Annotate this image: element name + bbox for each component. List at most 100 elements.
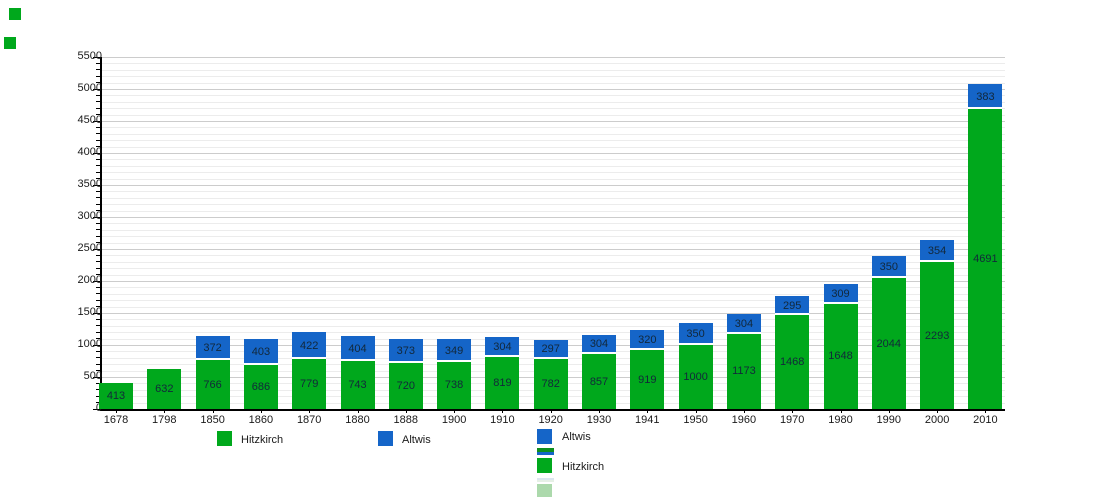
x-tick-label: 1678 — [103, 414, 129, 426]
y-axis-tick — [96, 222, 100, 224]
bar-value-label-altwis: 304 — [589, 338, 609, 351]
y-tick-label: 2500 — [77, 242, 102, 254]
gridline — [102, 159, 1005, 161]
legend-label-hitzkirch: Hitzkirch — [241, 434, 284, 446]
legend-swatch-hitzkirch-2 — [537, 458, 552, 473]
x-axis-tick — [405, 409, 407, 413]
gridline — [102, 261, 1005, 263]
bar-value-label-hitzkirch: 1000 — [683, 371, 708, 383]
bar-value-label-altwis: 304 — [493, 340, 512, 353]
bar-value-label-hitzkirch: 632 — [155, 382, 174, 395]
gridline — [102, 140, 1005, 142]
y-tick-label: 1000 — [77, 338, 102, 350]
gridline — [102, 185, 1005, 186]
x-tick-label: 1860 — [248, 414, 274, 426]
bar-value-label-hitzkirch: 2044 — [876, 337, 902, 350]
gridline — [102, 242, 1005, 244]
y-axis-tick — [93, 120, 100, 122]
x-tick-label: 2010 — [973, 414, 998, 426]
y-axis-tick — [96, 395, 100, 397]
gridline — [102, 133, 1005, 135]
y-axis-tick — [96, 318, 100, 320]
gridline — [102, 101, 1005, 103]
bar-value-label-hitzkirch: 779 — [300, 378, 319, 391]
bar-segment-hitzkirch — [533, 358, 568, 409]
bar-segment-altwis — [533, 339, 568, 359]
y-axis-tick — [96, 139, 100, 141]
x-axis-tick — [840, 409, 842, 413]
x-tick-label: 1880 — [345, 414, 370, 426]
y-axis-tick — [96, 325, 100, 327]
bar-value-label-altwis: 372 — [203, 342, 222, 355]
bar-segment-hitzkirch — [147, 368, 182, 409]
bar-segment-hitzkirch — [775, 315, 810, 409]
bar-value-label-altwis: 350 — [879, 260, 898, 273]
bar-value-label-hitzkirch: 1173 — [732, 365, 756, 378]
y-axis-tick — [93, 280, 100, 282]
y-axis-tick — [96, 158, 100, 160]
gridline — [102, 306, 1005, 308]
bar-segment-altwis — [920, 239, 955, 263]
bar-segment-hitzkirch — [437, 361, 472, 409]
gridline — [102, 121, 1005, 122]
x-axis-tick — [550, 409, 552, 413]
gridline — [102, 146, 1005, 148]
bar-segment-altwis — [437, 339, 472, 362]
gridline — [102, 249, 1005, 250]
y-axis-tick — [96, 171, 100, 173]
gridline — [102, 287, 1005, 289]
x-tick-label: 1930 — [586, 414, 612, 426]
bar-segment-hitzkirch — [195, 359, 230, 409]
y-axis-tick — [93, 152, 100, 154]
gridline — [102, 76, 1005, 78]
gridline — [102, 165, 1005, 167]
y-axis-tick — [93, 408, 100, 410]
x-axis-tick — [985, 409, 987, 413]
gridline — [102, 274, 1005, 276]
bar-value-label-hitzkirch: 413 — [106, 389, 126, 402]
y-axis-tick — [96, 261, 100, 263]
x-axis-tick — [164, 409, 166, 413]
y-axis-tick — [96, 331, 100, 333]
y-axis-tick — [96, 82, 100, 84]
gridline — [102, 332, 1005, 334]
gridline — [102, 108, 1005, 110]
gridline — [102, 338, 1005, 340]
gridline — [102, 172, 1005, 174]
y-axis-tick — [96, 363, 100, 365]
gridline — [102, 204, 1005, 206]
y-axis-tick — [96, 389, 100, 391]
y-axis-tick — [96, 229, 100, 231]
y-axis-tick — [96, 338, 100, 340]
bar-segment-hitzkirch — [340, 361, 375, 409]
bar-value-label-altwis: 309 — [831, 287, 850, 300]
y-axis-tick — [96, 306, 100, 308]
gridline — [102, 325, 1005, 327]
y-axis-tick — [93, 216, 100, 218]
stray-green-swatch-2 — [4, 37, 16, 49]
plot-area: 0500100015002000250030003500400045005000… — [78, 51, 1005, 426]
bar-value-label-altwis: 404 — [348, 342, 367, 355]
bar-segment-hitzkirch — [920, 262, 955, 409]
gridline — [102, 313, 1005, 314]
y-tick-label: 5500 — [77, 50, 102, 62]
bar-value-label-hitzkirch: 2293 — [924, 329, 950, 342]
legend-swatch-altwis — [378, 431, 393, 446]
bar-segment-altwis — [823, 283, 858, 304]
x-axis-tick — [212, 409, 214, 413]
bar-segment-hitzkirch — [678, 345, 713, 409]
y-axis-tick — [96, 114, 100, 116]
x-axis-tick — [743, 409, 745, 413]
y-axis-tick — [96, 274, 100, 276]
gridline — [102, 293, 1005, 295]
bar-segment-altwis — [485, 337, 520, 357]
bar-value-label-hitzkirch: 743 — [348, 379, 367, 392]
y-axis-tick — [96, 350, 100, 352]
y-axis-tick — [96, 203, 100, 205]
y-tick-label: 4500 — [77, 114, 102, 126]
x-axis-tick — [454, 409, 456, 413]
bar-value-label-altwis: 383 — [976, 90, 995, 103]
y-axis-tick — [96, 178, 100, 180]
bar-segment-hitzkirch — [292, 359, 327, 409]
y-axis-tick — [96, 293, 100, 295]
